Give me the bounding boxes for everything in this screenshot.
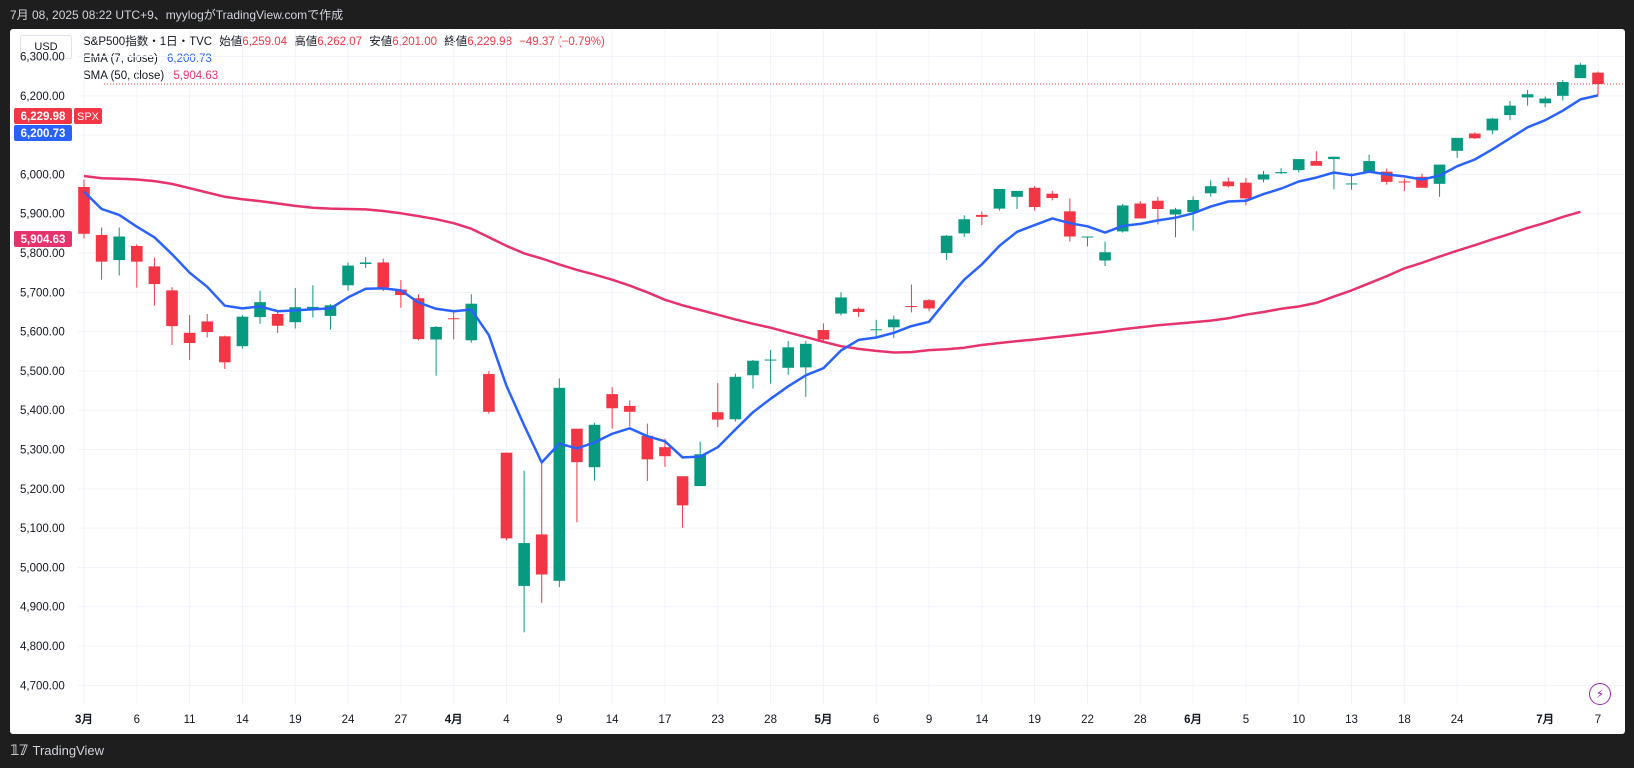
currency-button[interactable]: USD (20, 35, 72, 59)
legend-change: −49.37 (−0.79%) (519, 36, 605, 48)
brand-label: TradingView (32, 743, 105, 758)
legend-open-value: 6,259.04 (242, 36, 288, 48)
legend-low-value: 6,201.00 (392, 36, 437, 48)
legend-high-value: 6,262.07 (317, 36, 363, 48)
legend-symbol[interactable]: S&P500指数・1日・TVC (83, 36, 213, 48)
chart-caption: 7月 08, 2025 08:22 UTC+9、myylogがTradingVi… (10, 8, 344, 22)
legend-sma-row[interactable]: SMA (50, close) 5,904.63 (83, 68, 605, 85)
tradingview-logo-icon: 𝟙𝟟 (10, 742, 29, 758)
legend-low-label: 安値 (369, 36, 393, 48)
chart-panel (10, 29, 1625, 734)
legend-close-label: 終値 (444, 36, 468, 48)
legend-ema-value: 6,200.73 (166, 53, 212, 65)
legend-sma-label: SMA (50, close) (83, 70, 165, 82)
chart-legend: S&P500指数・1日・TVC 始値6,259.04 高値6,262.07 安値… (83, 34, 605, 85)
legend-sma-value: 5,904.63 (173, 70, 219, 82)
legend-ema-row[interactable]: EMA (7, close) 6,200.73 (83, 51, 605, 68)
legend-high-label: 高値 (294, 36, 318, 48)
legend-ema-label: EMA (7, close) (83, 53, 158, 65)
legend-close-value: 6,229.98 (467, 36, 512, 48)
legend-open-label: 始値 (219, 36, 243, 48)
tradingview-brand: 𝟙𝟟 TradingView (10, 742, 104, 759)
legend-ohlc-row: S&P500指数・1日・TVC 始値6,259.04 高値6,262.07 安値… (83, 34, 605, 51)
flash-icon[interactable]: ⚡ (1589, 683, 1611, 705)
